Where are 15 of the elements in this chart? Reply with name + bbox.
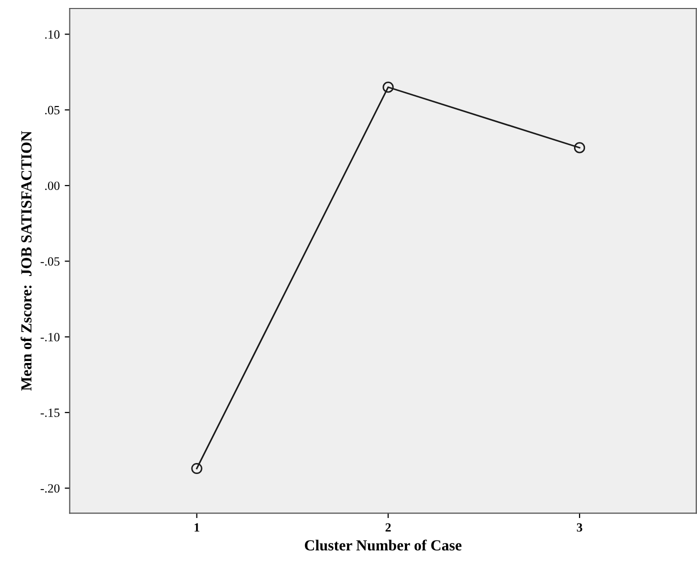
x-tick-label: 2: [386, 523, 391, 532]
y-tick-label: .05: [45, 106, 60, 114]
point: [574, 142, 586, 154]
y-tick-label: .00: [45, 182, 60, 190]
x-tick-label: 3: [576, 523, 582, 532]
point: [382, 82, 394, 93]
x-tick-label: 1: [194, 523, 200, 532]
point: [191, 462, 202, 474]
y-axis-title: Mean of Zscore: JOB SATISFACTION: [20, 130, 32, 391]
x-axis-title: Cluster Number of Case: [304, 540, 462, 551]
y-tick-label: -.20: [40, 484, 60, 493]
y-tick-label: -.05: [40, 257, 60, 266]
y-tick-label: -.15: [40, 408, 60, 418]
y-tick-label: -.10: [40, 332, 60, 342]
y-tick-label: .10: [45, 30, 60, 39]
